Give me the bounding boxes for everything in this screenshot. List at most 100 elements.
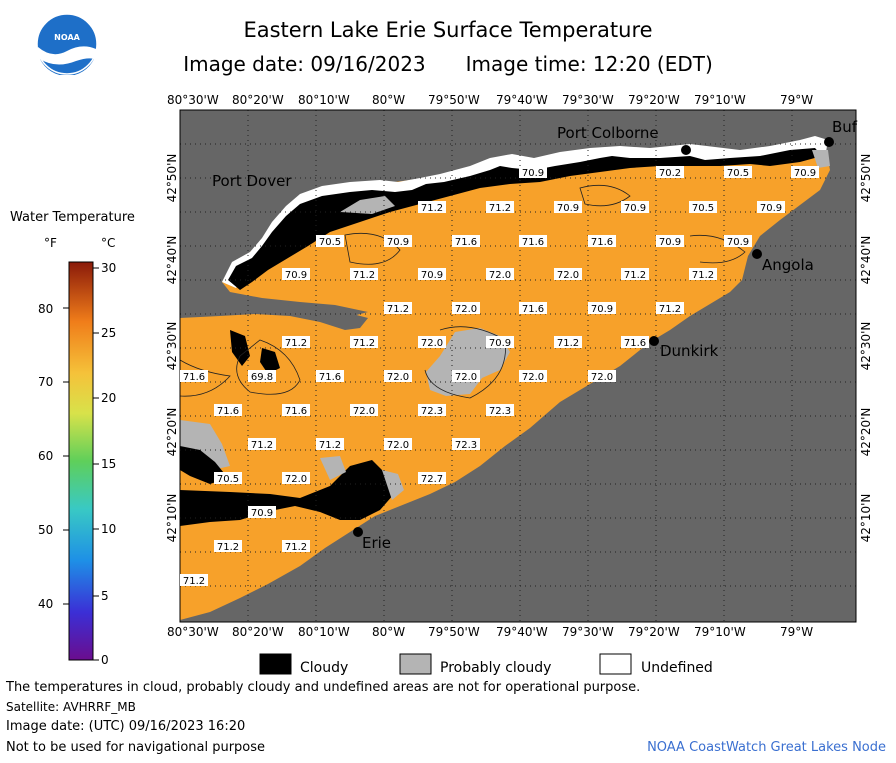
temp-label: 71.2	[418, 201, 446, 214]
footer-utc-date: Image date: (UTC) 09/16/2023 16:20	[6, 719, 246, 734]
temp-label-box	[282, 404, 310, 416]
temp-label-box	[384, 235, 412, 247]
temp-label: 71.2	[282, 540, 310, 553]
temp-label-text: 71.2	[319, 440, 341, 451]
temp-label-text: 71.6	[624, 338, 646, 349]
temp-label-box	[554, 268, 582, 280]
logo-text: NOAA	[54, 33, 80, 42]
c-tick-0: 0	[101, 653, 109, 667]
temp-label: 72.0	[418, 336, 446, 349]
temp-label-text: 70.5	[217, 474, 239, 485]
temp-label: 72.0	[519, 370, 547, 383]
erie-marker	[353, 527, 363, 537]
lon-bottom-2: 80°20'W	[232, 625, 284, 639]
temp-label-text: 70.9	[421, 270, 443, 281]
temp-label: 72.3	[418, 404, 446, 417]
temp-label-text: 71.2	[557, 338, 579, 349]
temp-label: 72.0	[588, 370, 616, 383]
lon-bottom-9: 79°10'W	[694, 625, 746, 639]
temp-label-box	[621, 201, 649, 213]
lat-labels-right: 42°50'N 42°40'N 42°30'N 42°20'N 42°10'N	[859, 154, 873, 543]
lat-left-2: 42°40'N	[165, 236, 179, 285]
temp-label-box	[350, 404, 378, 416]
lat-right-2: 42°40'N	[859, 236, 873, 285]
temp-label: 71.6	[519, 302, 547, 315]
noaa-logo: NOAA	[36, 13, 98, 75]
temp-label: 70.9	[757, 201, 785, 214]
f-tick-60: 60	[38, 449, 53, 463]
footer-note: The temperatures in cloud, probably clou…	[6, 680, 641, 695]
color-bar	[68, 261, 94, 661]
temp-label-box	[519, 370, 547, 382]
cloud-legend: Cloudy Probably cloudy Undefined	[259, 653, 713, 676]
lon-bottom-1: 80°30'W	[167, 625, 219, 639]
image-date: Image date: 09/16/2023	[183, 52, 426, 76]
footer-nav-warning: Not to be used for navigational purpose	[6, 740, 266, 755]
temp-label: 70.9	[588, 302, 616, 315]
lon-bottom-10: 79°W	[780, 625, 813, 639]
f-tick-50: 50	[38, 523, 53, 537]
map-subtitle: Image date: 09/16/2023 Image time: 12:20 …	[0, 52, 896, 76]
lat-right-5: 42°10'N	[859, 494, 873, 543]
lon-top-7: 79°30'W	[562, 93, 614, 107]
temp-label-box	[316, 438, 344, 450]
cloudy-swatch	[259, 653, 292, 675]
temp-label: 71.2	[282, 336, 310, 349]
temp-label-box	[214, 472, 242, 484]
places: Port Colborne Port Dover Angola Dunkirk …	[212, 118, 858, 552]
temp-label: 71.2	[350, 268, 378, 281]
temp-label: 71.2	[486, 201, 514, 214]
temp-label-text: 72.0	[557, 270, 579, 281]
probably-cloudy-label: Probably cloudy	[440, 660, 551, 676]
lon-top-1: 80°30'W	[167, 93, 219, 107]
temp-label-text: 70.9	[285, 270, 307, 281]
temp-label-box	[418, 336, 446, 348]
c-tick-30: 30	[101, 261, 116, 275]
temp-label-box	[384, 302, 412, 314]
lat-right-1: 42°50'N	[859, 154, 873, 203]
temp-label-box	[180, 370, 208, 382]
c-tick-15: 15	[101, 457, 116, 471]
temp-label-text: 72.0	[522, 372, 544, 383]
temp-label-text: 70.9	[624, 203, 646, 214]
lon-bottom-4: 80°W	[372, 625, 405, 639]
temp-label-box	[519, 235, 547, 247]
lat-left-4: 42°20'N	[165, 408, 179, 457]
temp-label-text: 72.3	[489, 406, 511, 417]
temp-label-text: 72.0	[353, 406, 375, 417]
temp-label-box	[418, 404, 446, 416]
temp-label-box	[452, 235, 480, 247]
temp-label-box	[384, 370, 412, 382]
temp-label-box	[791, 166, 819, 178]
temp-label: 70.9	[621, 201, 649, 214]
f-tick-80: 80	[38, 302, 53, 316]
temp-label: 70.9	[554, 201, 582, 214]
temp-label: 70.9	[724, 235, 752, 248]
temp-label-text: 72.0	[489, 270, 511, 281]
lon-labels-top: 80°30'W 80°20'W 80°10'W 80°W 79°50'W 79°…	[167, 93, 813, 107]
temp-label-text: 70.9	[489, 338, 511, 349]
temp-label: 72.0	[384, 370, 412, 383]
lon-top-3: 80°10'W	[298, 93, 350, 107]
temp-label-text: 71.6	[591, 237, 613, 248]
legend-title: Water Temperature	[10, 210, 135, 225]
lat-labels-left: 42°50'N 42°40'N 42°30'N 42°20'N 42°10'N	[165, 154, 179, 543]
temp-label-box	[656, 166, 684, 178]
temp-label-box	[418, 268, 446, 280]
temp-label-box	[486, 336, 514, 348]
temp-label-box	[757, 201, 785, 213]
f-tick-40: 40	[38, 597, 53, 611]
temp-label: 70.9	[791, 166, 819, 179]
temp-label-box	[588, 370, 616, 382]
temp-label-text: 71.6	[455, 237, 477, 248]
temp-label-box	[282, 540, 310, 552]
temp-label-box	[452, 370, 480, 382]
temp-label-text: 70.9	[387, 237, 409, 248]
temp-label: 71.6	[316, 370, 344, 383]
place-buffalo: Buf	[832, 118, 858, 136]
lon-top-6: 79°40'W	[496, 93, 548, 107]
southwest-clouds	[180, 330, 404, 526]
lon-bottom-5: 79°50'W	[428, 625, 480, 639]
temp-label-text: 72.0	[455, 304, 477, 315]
angola-marker	[752, 249, 762, 259]
